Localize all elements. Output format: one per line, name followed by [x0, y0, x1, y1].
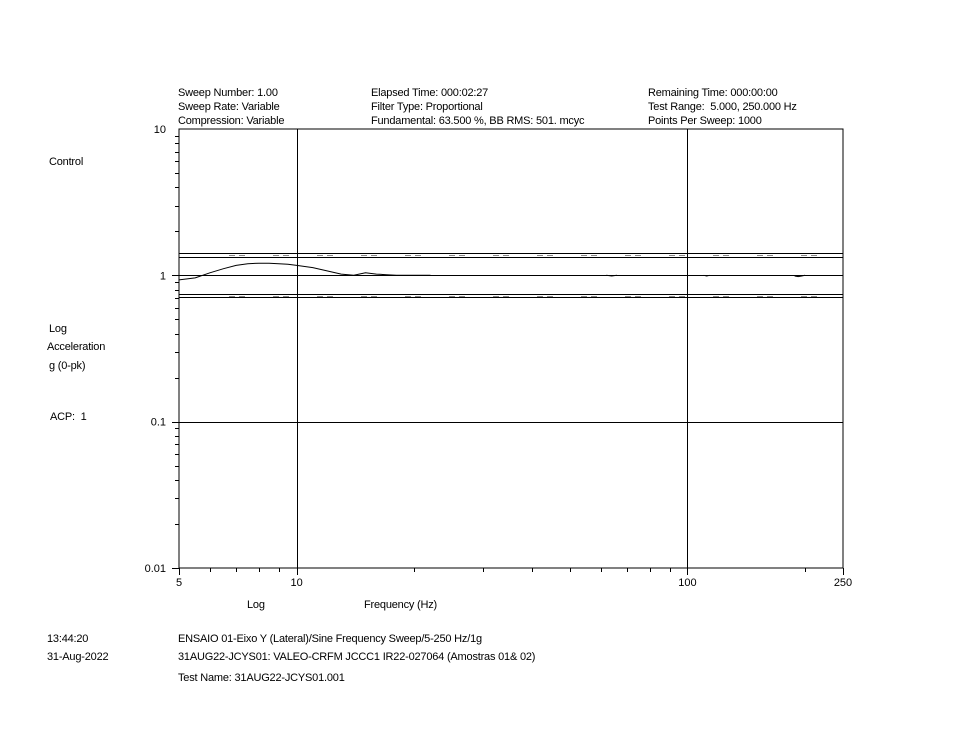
- x-tick-label: 5: [176, 577, 182, 589]
- y-tick-label: 0.1: [151, 417, 166, 429]
- sweep-number: Sweep Number: 1.00: [178, 87, 278, 99]
- limit-lines: [179, 253, 843, 298]
- fundamental: Fundamental: 63.500 %, BB RMS: 501. mcyc: [371, 115, 585, 127]
- log-label: Log: [49, 323, 67, 335]
- timestamp-time: 13:44:20: [47, 633, 89, 645]
- x-tick-label: 10: [291, 577, 303, 589]
- x-tick-label: 100: [678, 577, 696, 589]
- control-label: Control: [49, 156, 84, 168]
- compression: Compression: Variable: [178, 115, 285, 127]
- test-profile: 31AUG22-JCYS01: VALEO-CRFM JCCC1 IR22-02…: [178, 651, 536, 663]
- x-scale-label: Log: [247, 599, 265, 611]
- acp-label: ACP: 1: [50, 411, 87, 423]
- tick-labels: 5 10 100 250 10 1 0.1 0.01: [145, 124, 853, 589]
- timestamp-date: 31-Aug-2022: [47, 651, 109, 663]
- points-per-sweep: Points Per Sweep: 1000: [648, 115, 762, 127]
- control-series-line: [606, 274, 617, 277]
- y-tick-label: 0.01: [145, 563, 166, 575]
- control-series-line: [178, 262, 431, 281]
- control-series-line: [703, 274, 710, 277]
- x-axis-label: Frequency (Hz): [364, 599, 437, 611]
- x-tick-label: 250: [834, 577, 852, 589]
- filter-type: Filter Type: Proportional: [371, 101, 483, 113]
- series-lines: [178, 262, 806, 281]
- grid-lines: [179, 129, 843, 568]
- y-tick-label: 10: [154, 124, 166, 136]
- sweep-rate: Sweep Rate: Variable: [178, 101, 280, 113]
- axis-ticks: [172, 136, 844, 575]
- acceleration-label: Acceleration: [47, 341, 106, 353]
- elapsed-time: Elapsed Time: 000:02:27: [371, 87, 489, 99]
- test-range: Test Range: 5.000, 250.000 Hz: [648, 101, 797, 113]
- test-description: ENSAIO 01-Eixo Y (Lateral)/Sine Frequenc…: [178, 633, 482, 645]
- control-series-line: [794, 274, 806, 278]
- y-tick-label: 1: [160, 270, 166, 282]
- test-name: Test Name: 31AUG22-JCYS01.001: [178, 672, 345, 684]
- plot-frame: [178, 128, 844, 569]
- units-label: g (0-pk): [49, 360, 86, 372]
- remaining-time: Remaining Time: 000:00:00: [648, 87, 778, 99]
